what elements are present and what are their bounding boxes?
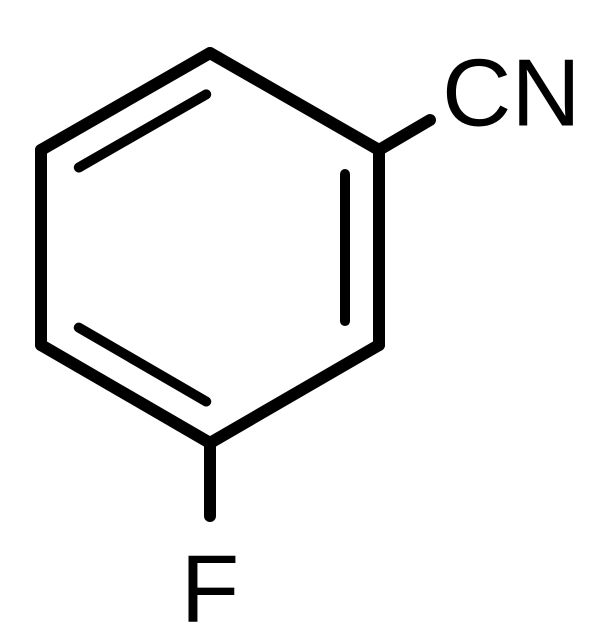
- label-cn: CN: [442, 39, 581, 146]
- molecule-diagram: CN F: [0, 0, 606, 640]
- label-f: F: [181, 535, 240, 640]
- ring-double-bond: [79, 94, 206, 167]
- ring-double-bond: [79, 328, 206, 402]
- substituent-bond: [379, 120, 430, 150]
- ring-bond: [210, 345, 379, 443]
- ring-bond: [210, 53, 379, 150]
